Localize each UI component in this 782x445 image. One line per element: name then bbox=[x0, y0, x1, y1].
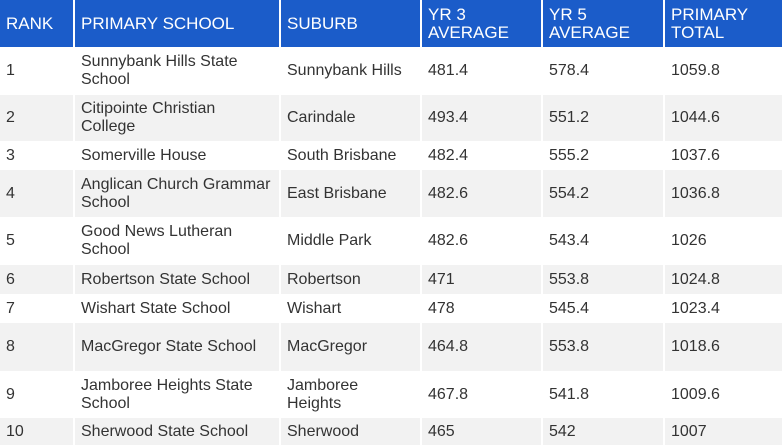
table-cell: 2 bbox=[0, 95, 74, 141]
header-cell: SUBURB bbox=[279, 0, 421, 47]
table-cell: Middle Park bbox=[279, 217, 421, 265]
table-cell: Sherwood State School bbox=[73, 418, 280, 445]
table-row: 10 Sherwood State School Sherwood 465 542 100… bbox=[0, 418, 782, 445]
table-cell: 478 bbox=[420, 294, 542, 323]
table-cell: Wishart State School bbox=[73, 294, 280, 323]
table-cell: Citipointe Christian College bbox=[73, 95, 280, 141]
table-cell: 6 bbox=[0, 265, 74, 294]
table-cell: MacGregor State School bbox=[73, 323, 280, 371]
table-row: 9 Jamboree Heights State School Jamboree H… bbox=[0, 371, 782, 418]
table-cell: 554.2 bbox=[541, 170, 664, 217]
table-row: 5 Good News Lutheran School Middle Park 482… bbox=[0, 217, 782, 265]
table-cell: 1 bbox=[6, 62, 15, 79]
header-cell: PRIMARY SCHOOL bbox=[73, 0, 280, 47]
table-cell: 555.2 bbox=[541, 141, 664, 170]
table-cell: Jamboree Heights State School bbox=[73, 371, 280, 418]
table-cell: 1023.4 bbox=[663, 294, 782, 323]
table-cell: Carindale bbox=[279, 95, 421, 141]
table-row: 3 Somerville House South Brisbane 482.4 555.… bbox=[0, 141, 782, 170]
table-cell: 1044.6 bbox=[663, 95, 782, 141]
table-cell: 545.4 bbox=[541, 294, 664, 323]
table-cell: Wishart bbox=[279, 294, 421, 323]
table-cell: 1037.6 bbox=[663, 141, 782, 170]
table-cell: 1024.8 bbox=[663, 265, 782, 294]
table-row: 2 Citipointe Christian College Carindale 49… bbox=[0, 95, 782, 141]
table-cell: 3 bbox=[6, 146, 15, 164]
table-row: 1 Sunnybank Hills State School Sunnybank H… bbox=[0, 47, 782, 95]
table-cell: Good News Lutheran School bbox=[73, 217, 280, 265]
header-row: RANK PRIMARY SCHOOL SUBURB YR 3 AVERAGE YR 5… bbox=[0, 0, 782, 47]
table-cell: 1009.6 bbox=[663, 371, 782, 418]
table-cell: 482.4 bbox=[420, 141, 542, 170]
table-cell: Sunnybank Hills State School bbox=[73, 47, 280, 95]
table-row: 6 Robertson State School Robertson 471 553.8… bbox=[0, 265, 782, 294]
header-cell: PRIMARY TOTAL bbox=[663, 0, 782, 47]
table-cell: 482.6 bbox=[420, 170, 542, 217]
table-cell: 1018.6 bbox=[663, 323, 782, 371]
table-cell: 465 bbox=[420, 418, 542, 445]
header-cell: YR 5 AVERAGE bbox=[541, 0, 664, 47]
table-cell: 541.8 bbox=[541, 371, 664, 418]
table-cell: 1026 bbox=[663, 217, 782, 265]
header-cell: RANK bbox=[0, 0, 74, 47]
table-cell: 482.6 bbox=[420, 217, 542, 265]
table-cell: 551.2 bbox=[541, 95, 664, 141]
table-cell: Robertson bbox=[279, 265, 421, 294]
table-cell: 578.4 bbox=[541, 47, 664, 95]
table-cell: 543.4 bbox=[541, 217, 664, 265]
table-cell: 464.8 bbox=[420, 323, 542, 371]
table-cell: Somerville House bbox=[73, 141, 280, 170]
table-cell: Jamboree Heights bbox=[279, 371, 421, 418]
table-cell: 1036.8 bbox=[663, 170, 782, 217]
table-cell: MacGregor bbox=[279, 323, 421, 371]
table-cell: 5 bbox=[6, 232, 15, 249]
table-cell: 7 bbox=[6, 299, 15, 317]
table-cell: 10 bbox=[0, 418, 74, 445]
table-cell: 471 bbox=[420, 265, 542, 294]
table-cell: Sunnybank Hills bbox=[279, 47, 421, 95]
table-cell: 542 bbox=[541, 418, 664, 445]
header-cell: YR 3 AVERAGE bbox=[420, 0, 542, 47]
table-row: 7 Wishart State School Wishart 478 545.4 1023… bbox=[0, 294, 782, 323]
table-cell: 467.8 bbox=[420, 371, 542, 418]
table-cell: 553.8 bbox=[541, 323, 664, 371]
table-cell: 493.4 bbox=[420, 95, 542, 141]
table-cell: 481.4 bbox=[420, 47, 542, 95]
table-cell: 1007 bbox=[663, 418, 782, 445]
table-cell: East Brisbane bbox=[279, 170, 421, 217]
table-cell: Sherwood bbox=[279, 418, 421, 445]
table-cell: Robertson State School bbox=[73, 265, 280, 294]
table-cell: 553.8 bbox=[541, 265, 664, 294]
table-body: 1 Sunnybank Hills State School Sunnybank H… bbox=[0, 47, 782, 445]
table-cell: 8 bbox=[0, 323, 74, 371]
table-cell: Anglican Church Grammar School bbox=[73, 170, 280, 217]
table-cell: South Brisbane bbox=[279, 141, 421, 170]
table-cell: 9 bbox=[6, 385, 15, 403]
table-cell: 4 bbox=[0, 170, 74, 217]
table-row: 4 Anglican Church Grammar School East Bris… bbox=[0, 170, 782, 217]
table-cell: 1059.8 bbox=[663, 47, 782, 95]
table-row: 8 MacGregor State School MacGregor 464.8 553… bbox=[0, 323, 782, 371]
